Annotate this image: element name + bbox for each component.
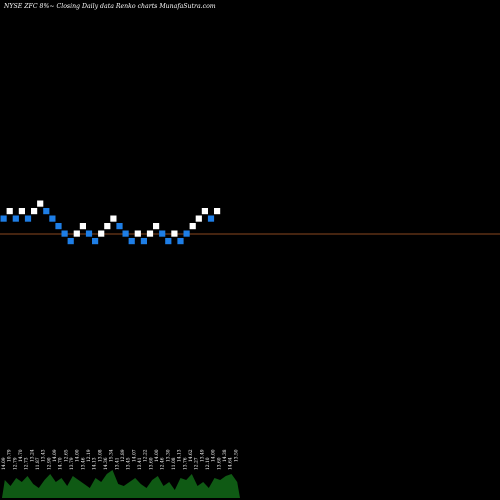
chart-title: NYSE ZFC 8%~ Closing Daily data Renko ch… — [3, 3, 216, 10]
volume-label: 11.08 — [172, 457, 177, 470]
renko-brick-up — [73, 230, 80, 237]
volume-label: 14.36 — [104, 457, 109, 470]
volume-label: 14.00 — [76, 449, 81, 462]
renko-brick-up — [98, 230, 105, 237]
renko-brick-up — [6, 208, 13, 215]
renko-brick-down — [177, 238, 184, 245]
renko-brick-up — [171, 230, 178, 237]
volume-labels: 14.0910.7912.7914.7012.7313.2411.8713.43… — [2, 449, 239, 470]
volume-label: 14.70 — [59, 457, 64, 470]
volume-label: 12.89 — [121, 449, 126, 462]
renko-brick-down — [116, 223, 123, 230]
renko-brick-down — [159, 230, 166, 237]
renko-brick-up — [110, 215, 117, 222]
volume-label: 13.41 — [138, 457, 143, 470]
volume-label: 14.38 — [223, 449, 228, 462]
volume-label: 14.64 — [229, 457, 234, 470]
volume-label: 12.46 — [161, 457, 166, 470]
volume-area — [2, 470, 240, 498]
volume-label: 14.00 — [155, 449, 160, 462]
volume-label: 13.60 — [217, 457, 222, 470]
volume-label: 13.46 — [81, 457, 86, 470]
volume-label: 13.50 — [234, 449, 239, 462]
renko-brick-up — [195, 215, 202, 222]
renko-brick-down — [12, 215, 19, 222]
volume-label: 13.60 — [149, 457, 154, 470]
renko-bricks — [0, 200, 221, 245]
volume-label: 12.22 — [144, 449, 149, 462]
renko-brick-up — [134, 230, 141, 237]
volume-label: 12.19 — [87, 449, 92, 462]
renko-brick-up — [104, 223, 111, 230]
renko-brick-up — [79, 223, 86, 230]
volume-label: 13.79 — [70, 457, 75, 470]
renko-brick-up — [146, 230, 154, 237]
renko-brick-down — [140, 238, 147, 245]
renko-brick-up — [189, 223, 196, 230]
volume-label: 14.13 — [93, 457, 98, 470]
volume-area-shape — [2, 470, 240, 498]
volume-label: 14.62 — [189, 449, 194, 462]
volume-label: 13.45 — [127, 457, 132, 470]
renko-brick-down — [61, 230, 68, 237]
volume-label: 14.07 — [132, 449, 137, 462]
volume-label: 13.24 — [30, 449, 35, 462]
renko-brick-up — [214, 208, 221, 215]
renko-brick-down — [0, 215, 7, 222]
volume-label: 12.90 — [47, 457, 52, 470]
renko-brick-down — [67, 238, 74, 245]
renko-brick-up — [201, 208, 208, 215]
volume-label: 10.79 — [8, 449, 13, 462]
renko-brick-down — [92, 238, 99, 245]
renko-brick-down — [128, 238, 135, 245]
renko-brick-down — [43, 208, 50, 215]
volume-label: 13.76 — [183, 457, 188, 470]
renko-brick-down — [183, 230, 190, 237]
volume-label: 13.30 — [166, 449, 171, 462]
renko-brick-down — [49, 215, 56, 222]
volume-label: 14.13 — [178, 449, 183, 462]
renko-brick-down — [165, 238, 172, 245]
volume-label: 12.27 — [195, 457, 200, 470]
volume-label: 14.09 — [53, 449, 58, 462]
volume-label: 13.41 — [115, 457, 120, 470]
renko-brick-up — [18, 208, 25, 215]
volume-label: 14.70 — [19, 449, 24, 462]
volume-label: 13.08 — [98, 449, 103, 462]
volume-label: 14.09 — [2, 457, 7, 470]
volume-label: 13.49 — [200, 449, 205, 462]
renko-brick-down — [207, 215, 215, 222]
volume-label: 12.79 — [13, 457, 18, 470]
volume-label: 12.10 — [206, 457, 211, 470]
volume-label: 14.00 — [212, 449, 217, 462]
renko-brick-down — [85, 230, 93, 237]
renko-brick-up — [31, 208, 38, 215]
renko-brick-up — [37, 200, 44, 207]
renko-brick-up — [153, 223, 160, 230]
volume-label: 11.87 — [36, 457, 41, 470]
renko-brick-down — [24, 215, 32, 222]
volume-label: 12.73 — [25, 457, 30, 470]
renko-brick-down — [55, 223, 62, 230]
volume-label: 12.65 — [64, 449, 69, 462]
volume-label: 13.43 — [42, 449, 47, 462]
volume-label: 15.34 — [110, 449, 115, 462]
renko-brick-down — [122, 230, 129, 237]
